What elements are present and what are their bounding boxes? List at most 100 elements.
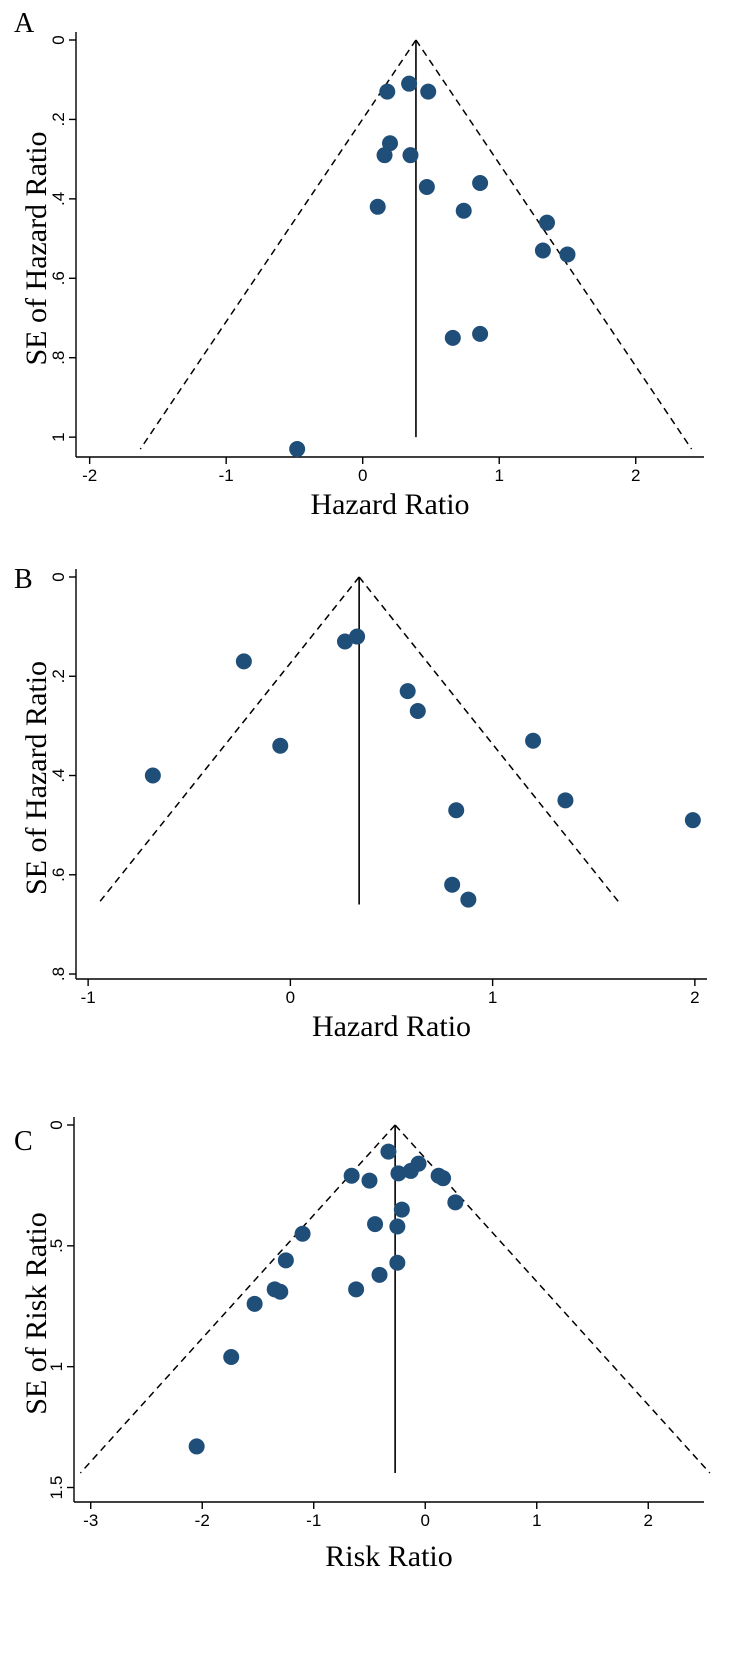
study-point <box>277 1252 294 1269</box>
x-tick-label: 2 <box>690 988 699 1007</box>
study-point <box>435 1170 452 1187</box>
funnel-left-limit <box>79 1124 396 1474</box>
study-point <box>294 1225 311 1242</box>
y-tick-label: 0 <box>49 572 68 581</box>
y-axis-title: SE of Risk Ratio <box>20 1212 53 1415</box>
funnel-plot-c: C -3 -2 -1 0 1 2 0 .5 1 1.5 Risk Ratio SE of Risk R… <box>0 1112 755 1664</box>
x-tick-label: 2 <box>644 1511 653 1530</box>
plot-a-group: -2 -1 0 1 2 0 .2 .4 .6 .8 1 Hazard Ratio SE of Hazar… <box>20 32 704 521</box>
study-point <box>369 198 386 215</box>
study-point <box>367 1216 384 1233</box>
panel-label-c: C <box>14 1126 33 1157</box>
funnel-right-limit <box>415 39 693 450</box>
y-tick-label: 1.5 <box>47 1476 66 1500</box>
funnel-plot-b: B -1 0 1 2 0 .2 .4 .6 .8 Hazard Ratio SE of Hazard… <box>0 552 755 1112</box>
study-point <box>447 1194 464 1211</box>
y-tick-label: .5 <box>47 1239 66 1253</box>
y-tick-label: .4 <box>49 768 68 782</box>
study-point <box>246 1295 263 1312</box>
study-point <box>393 1201 410 1218</box>
study-point <box>525 732 542 749</box>
study-point <box>472 174 489 191</box>
y-tick-label: .2 <box>49 669 68 683</box>
study-point <box>402 147 419 164</box>
x-axis-title: Hazard Ratio <box>310 488 469 521</box>
study-point <box>557 792 574 809</box>
x-tick-label: -3 <box>83 1511 98 1530</box>
y-axis-title: SE of Hazard Ratio <box>20 661 53 895</box>
x-tick-label: 0 <box>421 1511 430 1530</box>
study-point <box>361 1172 378 1189</box>
study-point <box>534 242 551 259</box>
study-point <box>402 1162 419 1179</box>
funnel-plot-c-svg: C -3 -2 -1 0 1 2 0 .5 1 1.5 Risk Ratio SE of Risk R… <box>14 1117 711 1573</box>
study-point <box>349 628 366 645</box>
y-tick-label: .8 <box>49 967 68 981</box>
funnel-plot-a: A -2 -1 0 1 2 0 .2 .4 .6 .8 1 Hazard Ratio SE of Haz… <box>0 0 755 552</box>
x-tick-label: 1 <box>494 466 503 485</box>
study-point <box>420 83 437 100</box>
study-point <box>401 75 418 92</box>
funnel-plot-a-svg: A -2 -1 0 1 2 0 .2 .4 .6 .8 1 Hazard Ratio SE of Haz… <box>14 8 704 521</box>
y-tick-label: .6 <box>49 271 68 285</box>
x-tick-label: 2 <box>631 466 640 485</box>
y-tick-label: .2 <box>49 112 68 126</box>
study-point <box>380 1143 397 1160</box>
x-axis-title: Hazard Ratio <box>312 1010 471 1043</box>
x-tick-label: -1 <box>219 466 234 485</box>
plot-b-group: -1 0 1 2 0 .2 .4 .6 .8 Hazard Ratio SE of Hazard R… <box>20 569 707 1043</box>
study-point <box>376 147 393 164</box>
x-tick-label: -2 <box>195 1511 210 1530</box>
y-tick-label: .4 <box>49 192 68 206</box>
study-point <box>389 1254 406 1271</box>
study-point <box>455 202 472 219</box>
study-point <box>418 178 435 195</box>
panel-label-a: A <box>14 8 35 39</box>
study-point <box>539 214 555 231</box>
x-tick-label: 1 <box>532 1511 541 1530</box>
y-tick-label: 0 <box>49 35 68 44</box>
study-point <box>379 83 396 100</box>
study-point <box>460 891 477 908</box>
study-point <box>684 812 701 829</box>
funnel-plot-b-svg: B -1 0 1 2 0 .2 .4 .6 .8 Hazard Ratio SE of Hazard… <box>14 564 707 1043</box>
x-tick-label: -1 <box>306 1511 321 1530</box>
study-point <box>389 1218 406 1235</box>
study-point <box>371 1266 388 1283</box>
study-point <box>144 767 161 784</box>
x-tick-label: 1 <box>488 988 497 1007</box>
y-axis-title: SE of Hazard Ratio <box>20 131 53 365</box>
study-point <box>448 802 465 819</box>
panel-label-b: B <box>14 564 33 595</box>
x-tick-label: 0 <box>286 988 295 1007</box>
study-point <box>444 876 461 893</box>
study-point <box>272 737 289 754</box>
y-tick-label: 1 <box>49 432 68 441</box>
study-point <box>235 653 252 670</box>
study-point <box>444 329 461 346</box>
funnel-left-limit <box>96 576 360 906</box>
study-point <box>289 441 306 458</box>
study-point <box>472 325 489 342</box>
study-point <box>399 683 416 700</box>
x-tick-label: -1 <box>81 988 96 1007</box>
x-tick-label: 0 <box>358 466 367 485</box>
study-point <box>409 703 426 719</box>
study-point <box>382 135 398 152</box>
study-point <box>390 1165 407 1182</box>
study-point <box>559 246 576 263</box>
y-tick-label: 0 <box>47 1120 66 1129</box>
study-point <box>223 1349 240 1365</box>
y-tick-label: .8 <box>49 351 68 365</box>
study-point <box>343 1167 360 1184</box>
y-tick-label: 1 <box>47 1362 66 1371</box>
funnel-left-limit <box>139 39 417 450</box>
y-tick-label: .6 <box>49 868 68 882</box>
study-point <box>272 1283 289 1300</box>
study-point <box>348 1281 365 1298</box>
study-point <box>188 1438 205 1455</box>
x-axis-title: Risk Ratio <box>325 1540 453 1573</box>
study-point <box>336 633 353 650</box>
plot-c-group: -3 -2 -1 0 1 2 0 .5 1 1.5 Risk Ratio SE of Risk Rat… <box>20 1117 711 1573</box>
x-tick-label: -2 <box>82 466 97 485</box>
